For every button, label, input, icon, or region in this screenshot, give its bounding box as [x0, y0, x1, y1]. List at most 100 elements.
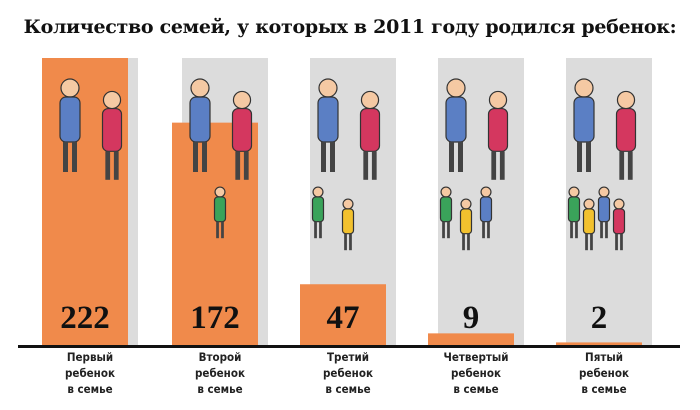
person-head-icon: [60, 78, 80, 98]
person-leg-icon: [371, 151, 377, 180]
category-label-line: ребенок: [65, 366, 115, 380]
data-label: 222: [60, 300, 110, 336]
data-label: 172: [190, 300, 240, 336]
person-leg-icon: [193, 142, 198, 172]
category-label-line: ребенок: [195, 366, 245, 380]
person-body-icon: [597, 196, 611, 223]
person-leg-icon: [243, 151, 249, 180]
person-leg-icon: [487, 221, 490, 239]
category-label-line: ребенок: [451, 366, 501, 380]
category-label: Второй ребенок в семье: [160, 349, 280, 397]
person-head-icon: [598, 186, 610, 198]
category-label: Пятый ребенок в семье: [544, 349, 664, 397]
person-leg-icon: [63, 142, 68, 172]
person-body-icon: [59, 96, 81, 143]
category-label-line: в семье: [67, 382, 113, 396]
person-body-icon: [341, 208, 355, 235]
category-label-line: в семье: [197, 382, 243, 396]
person-body-icon: [101, 107, 123, 152]
person-leg-icon: [570, 221, 573, 239]
person-leg-icon: [627, 151, 633, 180]
category-label-line: Пятый: [585, 350, 623, 364]
category-label-line: ребенок: [579, 366, 629, 380]
category-label-line: в семье: [581, 382, 627, 396]
person-head-icon: [574, 78, 594, 98]
person-leg-icon: [363, 151, 369, 180]
person-head-icon: [568, 186, 580, 198]
person-head-icon: [613, 198, 625, 210]
person-leg-icon: [202, 142, 207, 172]
person-leg-icon: [344, 233, 347, 251]
person-body-icon: [487, 107, 509, 152]
person-head-icon: [102, 90, 122, 110]
person-body-icon: [231, 107, 253, 152]
x-axis-line: [18, 345, 680, 348]
person-body-icon: [615, 107, 637, 152]
data-label: 9: [462, 300, 480, 336]
person-head-icon: [312, 186, 324, 198]
person-leg-icon: [600, 221, 603, 239]
person-leg-icon: [590, 233, 593, 251]
person-leg-icon: [482, 221, 485, 239]
person-body-icon: [439, 196, 453, 223]
chart-title: Количество семей, у которых в 2011 году …: [23, 16, 677, 38]
data-label: 2: [590, 300, 608, 336]
person-leg-icon: [615, 233, 618, 251]
category-label-line: Первый: [66, 350, 114, 364]
person-leg-icon: [491, 151, 497, 180]
person-head-icon: [190, 78, 210, 98]
bar: [428, 333, 514, 345]
person-body-icon: [317, 96, 339, 143]
category-label-line: Четвертый: [443, 350, 509, 364]
person-leg-icon: [105, 151, 111, 180]
person-leg-icon: [72, 142, 77, 172]
bar: [172, 122, 258, 345]
person-head-icon: [318, 78, 338, 98]
person-body-icon: [311, 196, 325, 223]
person-body-icon: [359, 107, 381, 152]
person-head-icon: [360, 90, 380, 110]
person-body-icon: [612, 208, 626, 235]
person-body-icon: [582, 208, 596, 235]
person-head-icon: [583, 198, 595, 210]
person-body-icon: [189, 96, 211, 143]
person-leg-icon: [314, 221, 317, 239]
bar: [300, 284, 386, 345]
person-body-icon: [479, 196, 493, 223]
person-leg-icon: [467, 233, 470, 251]
person-body-icon: [567, 196, 581, 223]
category-label-line: в семье: [453, 382, 499, 396]
person-leg-icon: [442, 221, 445, 239]
category-label: Третий ребенок в семье: [288, 349, 408, 397]
person-leg-icon: [462, 233, 465, 251]
person-leg-icon: [575, 221, 578, 239]
category-label-line: Третий: [327, 350, 369, 364]
person-body-icon: [445, 96, 467, 143]
person-body-icon: [573, 96, 595, 143]
person-leg-icon: [349, 233, 352, 251]
person-leg-icon: [619, 151, 625, 180]
person-head-icon: [480, 186, 492, 198]
category-label-line: в семье: [325, 382, 371, 396]
category-label-line: ребенок: [323, 366, 373, 380]
person-leg-icon: [605, 221, 608, 239]
person-leg-icon: [221, 221, 224, 239]
person-head-icon: [214, 186, 226, 198]
person-leg-icon: [321, 142, 326, 172]
person-head-icon: [440, 186, 452, 198]
person-leg-icon: [458, 142, 463, 172]
person-leg-icon: [235, 151, 241, 180]
person-leg-icon: [319, 221, 322, 239]
person-head-icon: [232, 90, 252, 110]
person-leg-icon: [585, 233, 588, 251]
person-leg-icon: [216, 221, 219, 239]
person-head-icon: [460, 198, 472, 210]
person-body-icon: [459, 208, 473, 235]
category-label: Первый ребенок в семье: [30, 349, 150, 397]
person-head-icon: [446, 78, 466, 98]
person-body-icon: [213, 196, 227, 223]
category-label-line: Второй: [198, 350, 242, 364]
person-leg-icon: [447, 221, 450, 239]
